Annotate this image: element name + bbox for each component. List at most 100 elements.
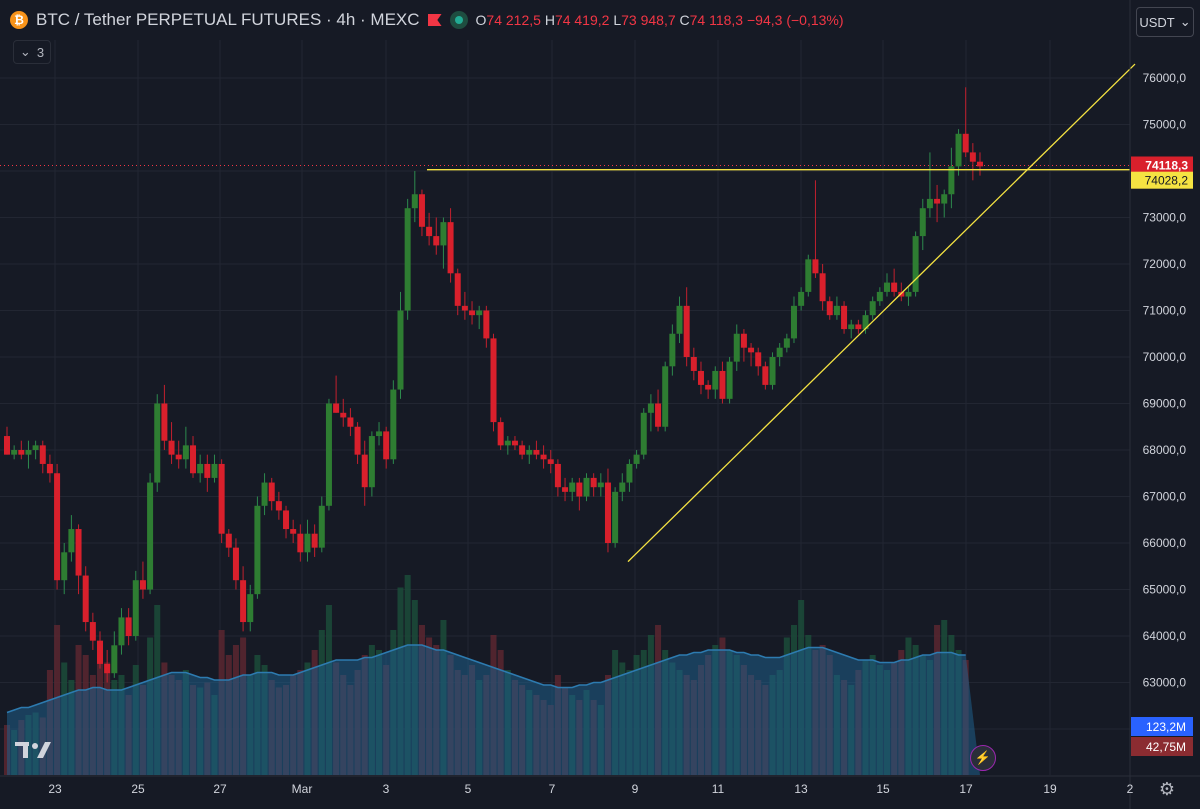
candle-body — [726, 361, 733, 399]
time-tick-label: 7 — [549, 782, 556, 796]
candle-body — [540, 454, 547, 460]
lightning-icon[interactable]: ⚡ — [970, 745, 996, 771]
candle-body — [397, 310, 404, 390]
price-tick-label: 73000,0 — [1143, 211, 1187, 225]
candle-body — [576, 482, 583, 497]
candle-body — [190, 445, 197, 474]
candle-body — [819, 273, 826, 302]
line-price-label: 74028,2 — [1145, 174, 1189, 188]
candle-body — [826, 301, 833, 316]
candle-body — [926, 198, 933, 209]
line-price-badge — [1131, 171, 1193, 189]
volume-badge — [1131, 737, 1193, 756]
candle-body — [905, 291, 912, 297]
candle-body — [712, 370, 719, 390]
tradingview-logo-icon[interactable] — [15, 738, 53, 760]
candle-body — [662, 366, 669, 427]
price-tick-label: 66000,0 — [1143, 536, 1187, 550]
currency-select[interactable]: USDT ⌄ — [1136, 7, 1194, 37]
candle-body — [390, 389, 397, 460]
candle-body — [554, 463, 561, 488]
candle-body — [168, 440, 175, 455]
candle-body — [354, 426, 361, 455]
low-label: L — [613, 12, 622, 28]
low-value: 73 948,7 — [621, 12, 676, 28]
flag-icon[interactable] — [427, 14, 442, 26]
candle-body — [476, 310, 483, 316]
time-tick-label: 2 — [1127, 782, 1134, 796]
indicators-count: 3 — [36, 44, 45, 60]
candle-body — [132, 580, 139, 636]
candle-body — [433, 236, 440, 246]
candle-body — [39, 445, 46, 464]
candle-body — [139, 580, 146, 590]
currency-label: USDT — [1139, 14, 1175, 30]
time-tick-label: 19 — [1043, 782, 1057, 796]
time-tick-label: 3 — [383, 782, 390, 796]
last-price-badge — [1131, 156, 1193, 174]
candle-body — [340, 412, 347, 418]
candle-body — [211, 463, 218, 478]
candle-body — [583, 477, 590, 497]
price-tick-label: 75000,0 — [1143, 118, 1187, 132]
price-tick-label: 71000,0 — [1143, 304, 1187, 318]
candle-body — [283, 510, 290, 530]
time-tick-label: 17 — [959, 782, 973, 796]
price-tick-label: 67000,0 — [1143, 490, 1187, 504]
candle-body — [404, 208, 411, 311]
candle-body — [705, 384, 712, 390]
time-tick-label: 5 — [465, 782, 472, 796]
time-tick-label: 23 — [48, 782, 62, 796]
volume-label: 42,75M — [1146, 740, 1186, 754]
market-status-icon[interactable] — [449, 11, 468, 29]
candle-body — [740, 333, 747, 348]
candle-body — [325, 403, 332, 506]
price-tick-label: 63000,0 — [1143, 676, 1187, 690]
candle-body — [562, 487, 569, 492]
gear-icon[interactable]: ⚙ — [1158, 778, 1176, 799]
candle-body — [368, 436, 375, 488]
candle-body — [676, 305, 683, 334]
time-tick-label: 25 — [131, 782, 145, 796]
candle-body — [755, 352, 762, 367]
candle-body — [247, 594, 254, 623]
candle-body — [111, 645, 118, 674]
volume-ma-line — [6, 644, 966, 714]
candle-body — [869, 301, 876, 316]
indicators-toggle-button[interactable]: ⌄ 3 — [13, 40, 51, 64]
candle-body — [841, 305, 848, 330]
time-tick-label: 13 — [794, 782, 808, 796]
candle-body — [225, 533, 232, 548]
candle-body — [46, 463, 53, 474]
candle-body — [876, 291, 883, 302]
high-label: H — [544, 12, 555, 28]
candle-body — [440, 222, 447, 246]
candle-body — [569, 482, 576, 492]
candle-body — [776, 347, 783, 357]
candle-body — [25, 450, 32, 455]
candle-body — [290, 529, 297, 534]
candle-body — [690, 357, 697, 371]
symbol-title[interactable]: BTC / Tether PERPETUAL FUTURES · 4h · ME… — [36, 10, 420, 29]
candle-body — [762, 366, 769, 385]
trendline-drawing — [627, 63, 1136, 563]
candle-body — [862, 315, 869, 330]
candle-body — [697, 370, 704, 385]
candle-body — [383, 431, 390, 460]
candle-body — [833, 305, 840, 316]
candle-body — [941, 194, 948, 204]
volume-ma-badge — [1131, 717, 1193, 736]
candle-body — [655, 403, 662, 427]
candle-body — [547, 459, 554, 464]
time-tick-label: 27 — [213, 782, 227, 796]
candle-body — [604, 482, 611, 543]
candle-body — [962, 133, 969, 153]
candle-body — [533, 450, 540, 455]
candle-body — [683, 305, 690, 357]
candle-body — [11, 450, 18, 455]
price-tick-label: 70000,0 — [1143, 350, 1187, 364]
candle-body — [805, 259, 812, 292]
candle-body — [948, 166, 955, 195]
